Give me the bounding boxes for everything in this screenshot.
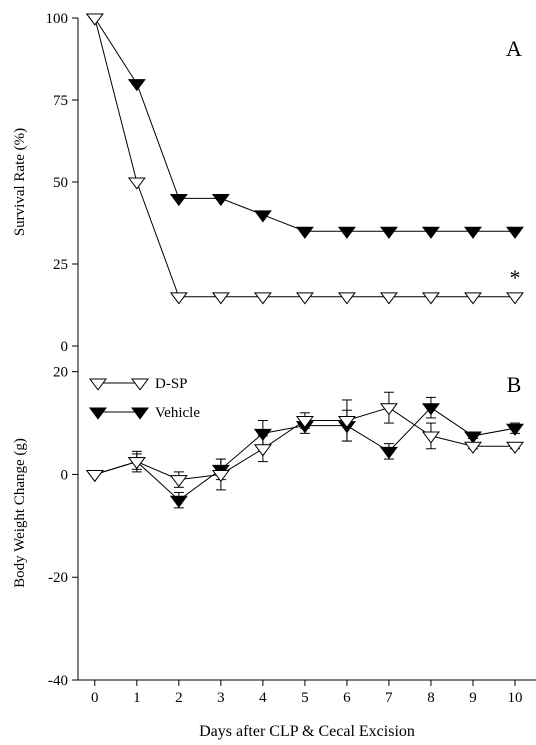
open-triangle-marker [463,292,482,305]
filled-triangle-marker [169,495,188,508]
significance-asterisk: * [509,265,520,290]
panel-b-weight-chart: -40 -20 0 20 Body Weight Change (g) B D-SP Vehi… [12,346,524,689]
open-triangle-marker [295,292,314,305]
y-tick-label: 20 [53,365,68,381]
shared-x-axis: 0 1 2 3 4 5 6 7 8 9 10 Days after CLP & Cecal Excis… [78,679,536,740]
x-tick-label: 5 [301,690,309,706]
filled-triangle-marker [253,428,272,442]
x-tick-label: 1 [133,690,141,706]
open-triangle-marker [85,13,104,26]
x-tick-label: 10 [507,690,522,706]
legend-marker [131,407,149,420]
legend-marker [131,378,149,391]
filled-triangle-marker [295,226,314,239]
filled-triangle-marker [169,193,188,207]
y-tick-label: 25 [53,257,68,273]
open-triangle-marker [295,416,314,429]
legend-label-vehicle: Vehicle [155,405,200,421]
legend-marker [89,378,107,391]
filled-triangle-marker [463,226,482,239]
filled-triangle-marker [421,403,440,416]
x-tick-label: 6 [343,690,351,706]
open-triangle-marker [127,457,146,470]
y-tick-label: -20 [48,570,68,586]
open-triangle-marker [211,470,230,483]
legend-marker [89,407,107,420]
open-triangle-marker [253,444,272,457]
open-triangle-marker [421,431,440,444]
y-axis-title-b: Body Weight Change (g) [12,438,28,588]
series-line-vehicle [94,17,515,232]
open-triangle-marker [337,292,356,305]
open-triangle-marker [505,441,524,454]
series-line-d-sp [94,17,515,298]
legend-label-d-sp: D-SP [155,376,188,392]
open-triangle-marker [379,403,398,416]
y-tick-label: 100 [46,11,69,27]
filled-triangle-marker [379,226,398,239]
open-triangle-marker [169,292,188,305]
filled-triangle-marker [421,226,440,239]
y-tick-label: -40 [48,673,68,689]
open-triangle-marker [169,475,188,488]
open-triangle-marker [505,292,524,305]
y-tick-label: 75 [53,93,68,109]
open-triangle-marker [85,470,104,483]
filled-triangle-marker [463,431,482,444]
x-axis-title: Days after CLP & Cecal Excision [199,723,415,740]
open-triangle-marker [421,292,440,305]
x-tick-label: 3 [217,690,225,706]
open-triangle-marker [379,292,398,305]
panel-letter-b: B [507,372,522,397]
filled-triangle-marker [505,423,524,436]
filled-triangle-marker [379,446,398,460]
filled-triangle-marker [337,226,356,239]
open-triangle-marker [253,292,272,305]
filled-triangle-marker [253,210,272,223]
x-tick-label: 7 [385,690,393,706]
filled-triangle-marker [211,193,230,207]
filled-triangle-marker [505,226,524,239]
y-tick-label: 50 [53,175,68,191]
y-tick-label: 0 [61,339,69,355]
open-triangle-marker [463,441,482,454]
x-tick-label: 2 [175,690,183,706]
panel-letter-a: A [506,36,522,61]
panel-a-survival-chart: 0 25 50 75 100 Survival Rate (%) A * [12,11,524,355]
x-tick-label: 9 [469,690,477,706]
y-axis-title-a: Survival Rate (%) [12,128,28,236]
x-tick-label: 0 [91,690,99,706]
y-tick-label: 0 [61,467,69,483]
x-tick-label: 4 [259,690,267,706]
open-triangle-marker [211,292,230,305]
open-triangle-marker [337,416,356,429]
x-tick-label: 8 [427,690,435,706]
open-triangle-marker [127,177,146,190]
filled-triangle-marker [127,79,146,92]
